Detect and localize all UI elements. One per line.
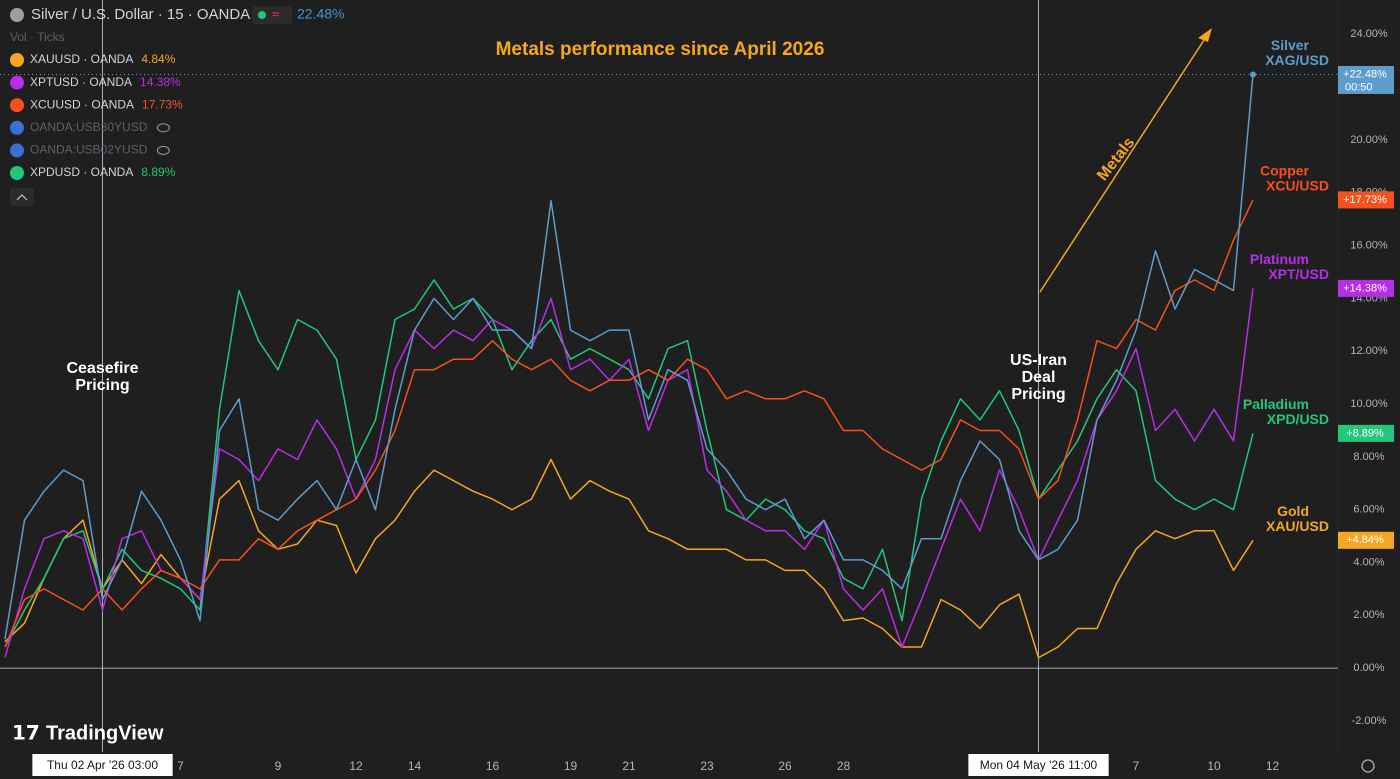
annotation: US-Iran [1010,352,1067,369]
x-tick-label: 10 [1207,759,1221,773]
x-tick-label: 12 [349,759,363,773]
x-tick-label: 9 [275,759,282,773]
series-name: Platinum [1250,251,1309,267]
series-line [4,458,1254,659]
symbol-icon [10,8,24,22]
x-tick-label: 26 [778,759,792,773]
arrow-head [1198,28,1212,42]
crosshair-label: Thu 02 Apr '26 03:00 [47,758,158,772]
x-tick-label: 19 [564,759,578,773]
volume-label: Vol · Ticks [10,30,65,44]
legend-change: 14.38% [140,75,181,89]
series-name: Gold [1277,503,1309,519]
y-tick-label: 16.00% [1350,240,1388,252]
value-label: +8.89% [1346,427,1384,439]
settings-icon[interactable] [1361,759,1375,773]
x-tick-label: 7 [177,759,184,773]
series-name: Silver [1271,37,1310,53]
legend-collapse-icon [16,194,28,201]
crosshair-box [32,754,173,776]
x-tick-label: 7 [1133,759,1140,773]
status-icon: ≈ [272,6,279,21]
series-name: Palladium [1243,396,1309,412]
x-tick-label: 21 [622,759,636,773]
legend-icon [10,166,24,180]
y-tick-label: 8.00% [1353,451,1384,463]
series-symbol: XPT/USD [1268,266,1329,282]
legend-icon [10,53,24,67]
crosshair-box [968,754,1109,776]
legend-symbol: XPDUSD · OANDA [30,165,133,179]
countdown: 00:50 [1345,81,1373,93]
legend-icon [10,120,24,135]
watermark-text: TradingView [46,722,164,744]
series-symbol: XCU/USD [1266,178,1329,194]
status-badge [252,6,292,24]
series-name: Copper [1260,163,1310,179]
x-tick-label: 12 [1266,759,1280,773]
value-box [1338,279,1394,297]
legend-collapse[interactable] [10,188,34,206]
y-tick-label: -2.00% [1352,715,1387,727]
y-tick-label: 10.00% [1350,398,1388,410]
value-box [1338,191,1394,209]
y-tick-label: 12.00% [1350,345,1388,357]
annotation: Pricing [75,377,129,394]
legend-icon [10,75,24,90]
series-symbol: XPD/USD [1267,411,1329,427]
legend-icon [10,98,24,113]
x-tick-label: 23 [700,759,714,773]
y-tick-label: 20.00% [1350,134,1388,146]
legend-symbol: XCUUSD · OANDA [30,97,134,111]
series-symbol: XAG/USD [1265,52,1329,68]
annotation: Ceasefire [66,360,138,377]
last-point [1250,71,1256,78]
x-axis-bar [0,752,1400,779]
value-label: +17.73% [1343,194,1387,206]
watermark: 𝟭𝟳 TradingView [12,722,164,744]
x-tick-label: 16 [486,759,500,773]
header-change: 22.48% [297,6,344,22]
hidden-icon [156,123,170,133]
y-tick-label: 24.00% [1350,28,1388,40]
value-box [1338,424,1394,442]
series-line [4,279,1254,648]
legend-symbol: XPTUSD · OANDA [30,75,132,89]
legend-symbol: OANDA:USB30YUSD [30,120,148,134]
legend-change: 17.73% [142,97,183,111]
series-line [4,74,1254,640]
hidden-icon [156,145,170,155]
series-symbol: XAU/USD [1266,518,1329,534]
annotation: Deal [1022,369,1056,386]
y-tick-label: 2.00% [1353,609,1384,621]
y-tick-label: 4.00% [1353,556,1384,568]
legend-icon [10,143,24,158]
x-tick-label: 14 [408,759,422,773]
series-line [4,199,1254,648]
value-box [1338,65,1394,94]
crosshair-label: Mon 04 May '26 11:00 [980,758,1098,772]
legend-change: 4.84% [141,52,175,66]
value-label: +4.84% [1346,534,1384,546]
chart-title: Metals performance since April 2026 [496,39,825,60]
y-tick-label: 0.00% [1353,662,1384,674]
arrow [1039,33,1209,293]
legend-symbol: XAUUSD · OANDA [30,52,133,66]
header-title: Silver / U.S. Dollar · 15 · OANDA [31,6,250,23]
value-label: +14.38% [1343,282,1387,294]
y-tick-label: 6.00% [1353,504,1384,516]
x-tick-label: 28 [837,759,851,773]
legend-change: 8.89% [141,165,175,179]
annotation: Pricing [1011,386,1065,403]
watermark-logo: 𝟭𝟳 [12,722,40,744]
legend-symbol: OANDA:USB02YUSD [30,143,148,157]
value-box [1338,531,1394,549]
status-dot [258,11,266,19]
value-label: +22.48% [1343,68,1387,80]
